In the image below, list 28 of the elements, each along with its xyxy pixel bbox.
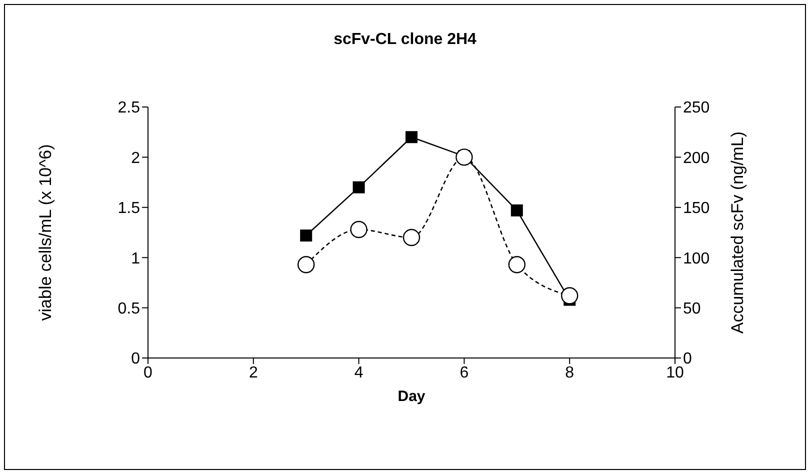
- y-tick-label: 0.5: [118, 300, 140, 318]
- y-tick-label: 2: [131, 150, 140, 167]
- x-tick-label: 2: [248, 364, 258, 382]
- y-tick-label: 0: [131, 350, 140, 368]
- y2-tick-label: 150: [683, 200, 710, 218]
- point: [510, 204, 523, 216]
- y2-tick-label: 250: [683, 100, 710, 117]
- y2-tick-label: 200: [683, 150, 710, 167]
- x-tick-label: 4: [354, 364, 364, 382]
- x-tick-label: 8: [565, 364, 574, 382]
- x-tick-label: 6: [460, 364, 469, 382]
- y2-axis-title: Accumulated scFv (ng/mL): [728, 131, 748, 334]
- point: [300, 230, 312, 242]
- y-tick-label: 1: [131, 250, 140, 268]
- x-axis-title: Day: [398, 388, 426, 405]
- y-tick-label: 2.5: [118, 100, 140, 117]
- point: [561, 287, 578, 304]
- y2-tick-label: 50: [683, 300, 701, 318]
- y-tick-label: 1.5: [118, 200, 140, 218]
- x-tick-label: 10: [666, 364, 684, 382]
- x-tick-label: 0: [144, 364, 153, 382]
- point: [406, 131, 418, 144]
- point: [352, 181, 365, 194]
- y2-tick-label: 0: [683, 350, 692, 368]
- y-axis-title: viable cells/mL (x 10^6): [36, 144, 56, 321]
- chart-title: scFv-CL clone 2H4: [332, 31, 478, 49]
- y2-tick-label: 100: [683, 250, 710, 268]
- point: [456, 148, 473, 166]
